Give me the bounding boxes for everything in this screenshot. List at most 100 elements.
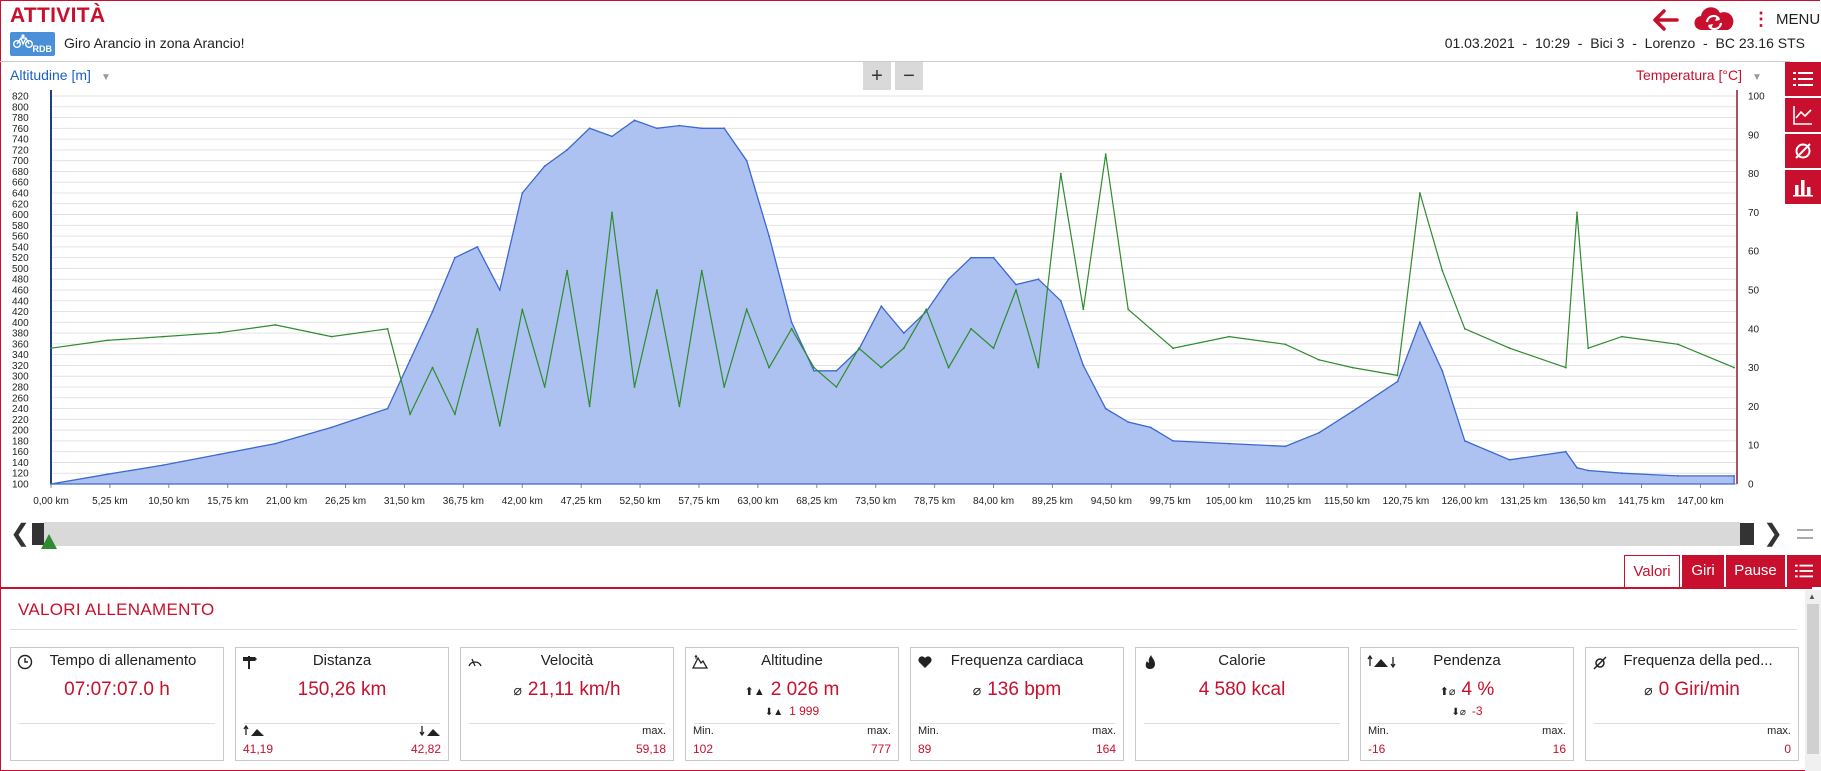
card-sub-row: ⬇▲ 1 999 bbox=[686, 704, 898, 718]
x-tick-label: 42,00 km bbox=[502, 496, 543, 507]
left-axis-selector[interactable]: Altitudine [m] ▼ bbox=[10, 67, 111, 83]
altitude-point bbox=[1463, 440, 1466, 442]
altitude-point bbox=[431, 310, 434, 313]
tab-list-button[interactable] bbox=[1787, 555, 1821, 587]
right-axis-selector[interactable]: Temperatura [°C] ▼ bbox=[1636, 67, 1762, 83]
altitude-point bbox=[1441, 369, 1444, 372]
sidebar-list-button[interactable] bbox=[1785, 62, 1821, 96]
vertical-scrollbar[interactable]: ▲ bbox=[1805, 590, 1821, 771]
card-value: 07:07:07.0 h bbox=[64, 679, 170, 700]
altitude-point bbox=[543, 165, 546, 167]
card-max-value: 16 bbox=[1552, 742, 1566, 756]
y-left-tick-label: 720 bbox=[12, 145, 29, 156]
arrow-left-icon[interactable] bbox=[1650, 6, 1680, 34]
list-icon bbox=[1795, 564, 1813, 578]
chevron-right-icon[interactable]: ❯ bbox=[1763, 520, 1784, 547]
tab-giri[interactable]: Giri bbox=[1682, 555, 1724, 587]
card-value: 136 bpm bbox=[987, 679, 1062, 700]
card-downhill-value: 42,82 bbox=[410, 742, 441, 756]
card-value: 21,11 km/h bbox=[527, 679, 621, 700]
altitude-point bbox=[656, 127, 658, 130]
altitude-point bbox=[925, 310, 928, 313]
y-left-tick-label: 500 bbox=[12, 264, 29, 275]
card-sub-value: 1 999 bbox=[789, 704, 820, 718]
altitude-point bbox=[162, 464, 165, 466]
altitude-point bbox=[1228, 442, 1231, 445]
position-marker-icon[interactable] bbox=[40, 533, 58, 551]
y-left-tick-label: 640 bbox=[12, 189, 29, 200]
right-axis-title: Temperatura [°C] bbox=[1636, 67, 1742, 83]
average-symbol: ⌀ bbox=[1644, 682, 1653, 698]
temperature-point bbox=[880, 366, 883, 369]
average-symbol: ⌀ bbox=[513, 682, 522, 698]
altitude-point bbox=[1127, 421, 1130, 423]
scroller-menu-icon[interactable] bbox=[1797, 529, 1813, 539]
y-right-tick-label: 100 bbox=[1748, 92, 1765, 103]
y-left-tick-label: 480 bbox=[12, 275, 29, 286]
x-tick-label: 89,25 km bbox=[1032, 496, 1073, 507]
range-scroller[interactable] bbox=[44, 522, 1740, 546]
y-left-tick-label: 400 bbox=[12, 318, 29, 329]
tab-pause[interactable]: Pause bbox=[1726, 555, 1785, 587]
temperature-point bbox=[1441, 269, 1444, 272]
cloud-sync-icon[interactable] bbox=[1692, 6, 1736, 34]
card-value: 4 580 kcal bbox=[1198, 679, 1286, 700]
zoom-in-button[interactable]: + bbox=[863, 62, 891, 90]
temperature-point bbox=[1318, 358, 1320, 361]
x-tick-label: 94,50 km bbox=[1091, 496, 1132, 507]
altitude-point bbox=[1015, 283, 1017, 286]
activity-chart[interactable]: 8208007807607407207006806606406206005805… bbox=[0, 88, 1785, 518]
temperature-point bbox=[1059, 172, 1062, 175]
y-left-tick-label: 600 bbox=[12, 210, 29, 221]
sidebar-linechart-button[interactable] bbox=[1785, 98, 1821, 132]
temperature-point bbox=[1284, 343, 1287, 346]
x-tick-label: 10,50 km bbox=[148, 496, 189, 507]
scroll-up-icon[interactable]: ▲ bbox=[1808, 592, 1816, 601]
descent-icon: ⬇▲ bbox=[764, 707, 784, 718]
temperature-point bbox=[768, 366, 770, 369]
altitude-point bbox=[813, 369, 815, 372]
y-left-tick-label: 700 bbox=[12, 156, 29, 167]
range-end-handle[interactable] bbox=[1740, 523, 1754, 545]
temperature-point bbox=[1082, 308, 1085, 311]
altitude-point bbox=[50, 483, 52, 485]
y-left-tick-label: 140 bbox=[12, 458, 29, 469]
temperature-point bbox=[925, 308, 928, 311]
temperature-point bbox=[970, 327, 972, 330]
menu-button[interactable]: ⋮ MENU bbox=[1752, 8, 1820, 29]
y-left-tick-label: 260 bbox=[12, 393, 29, 404]
temperature-point bbox=[386, 327, 389, 330]
bar-chart-icon bbox=[1793, 180, 1813, 197]
x-tick-label: 73,50 km bbox=[855, 496, 896, 507]
range-start-handle[interactable] bbox=[32, 523, 46, 545]
scrollbar-thumb[interactable] bbox=[1807, 604, 1819, 754]
temperature-point bbox=[1149, 327, 1152, 330]
chevron-left-icon[interactable]: ❮ bbox=[10, 520, 31, 547]
card-title: Altitudine bbox=[761, 652, 823, 669]
altitude-point bbox=[970, 256, 972, 259]
zoom-out-button[interactable]: − bbox=[895, 62, 923, 90]
altitude-point bbox=[700, 127, 703, 130]
x-tick-label: 5,25 km bbox=[92, 496, 128, 507]
altitude-point bbox=[386, 407, 389, 410]
card-training-time: Tempo di allenamento 07:07:07.0 h bbox=[10, 647, 224, 761]
card-value-row: ⬆⌀ 4 % bbox=[1361, 679, 1573, 701]
sidebar-average-button[interactable] bbox=[1785, 134, 1821, 168]
altitude-point bbox=[1508, 458, 1511, 461]
sidebar-barchart-button[interactable] bbox=[1785, 170, 1821, 204]
y-right-tick-label: 0 bbox=[1748, 480, 1754, 491]
temperature-point bbox=[521, 308, 524, 311]
card-distance: Distanza 150,26 km 41,19 42,82 bbox=[235, 647, 449, 761]
card-sub-row: ⬇⌀ -3 bbox=[1361, 704, 1573, 718]
y-left-tick-label: 240 bbox=[12, 404, 29, 415]
average-symbol: ⌀ bbox=[972, 682, 982, 698]
temperature-point bbox=[162, 335, 165, 338]
section-title: VALORI ALLENAMENTO bbox=[18, 600, 215, 619]
temperature-point bbox=[611, 211, 613, 214]
mountain-icon bbox=[692, 654, 708, 669]
altitude-point bbox=[678, 124, 681, 127]
caret-down-icon: ▼ bbox=[1751, 72, 1762, 83]
altitude-point bbox=[330, 426, 333, 429]
x-tick-label: 136,50 km bbox=[1559, 496, 1606, 507]
tab-valori[interactable]: Valori bbox=[1624, 555, 1680, 587]
